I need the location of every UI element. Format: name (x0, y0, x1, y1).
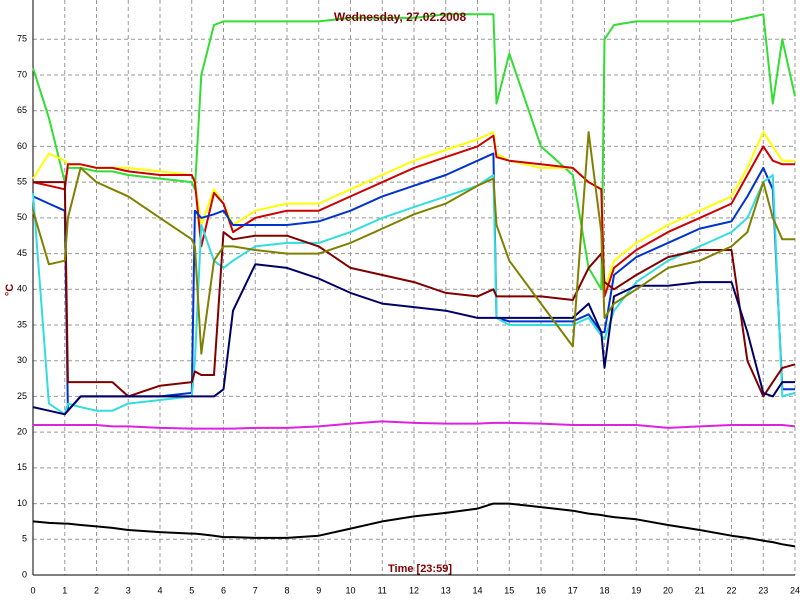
y-tick-label: 10 (17, 498, 27, 508)
series-line (32, 502, 796, 548)
y-axis-title: °C (4, 284, 16, 296)
x-tick-label: 15 (504, 585, 514, 595)
x-tick-label: 14 (472, 585, 482, 595)
y-tick-label: 15 (17, 462, 27, 472)
y-tick-label: 0 (22, 569, 27, 579)
y-tick-label: 75 (17, 34, 27, 44)
series-line (33, 181, 796, 398)
y-tick-label: 45 (17, 248, 27, 258)
y-tick-label: 65 (17, 105, 27, 115)
x-tick-label: 3 (126, 585, 131, 595)
y-tick-label: 60 (17, 141, 27, 151)
x-tick-label: 12 (409, 585, 419, 595)
y-tick-label: 30 (17, 355, 27, 365)
x-tick-label: 17 (568, 585, 578, 595)
y-tick-label: 35 (17, 319, 27, 329)
y-tick-label: 5 (22, 534, 27, 544)
x-tick-label: 22 (726, 585, 736, 595)
y-tick-label: 70 (17, 69, 27, 79)
y-tick-label: 50 (17, 212, 27, 222)
x-tick-label: 4 (157, 585, 162, 595)
x-tick-label: 9 (316, 585, 321, 595)
series-line (32, 131, 795, 291)
x-tick-label: 10 (345, 585, 355, 595)
x-tick-label: 8 (284, 585, 289, 595)
x-tick-label: 7 (253, 585, 258, 595)
x-tick-label: 23 (758, 585, 768, 595)
series-line (33, 420, 796, 430)
x-tick-label: 18 (599, 585, 609, 595)
x-axis-title: Time [23:59] (388, 563, 452, 575)
x-tick-label: 20 (663, 585, 673, 595)
y-tick-label: 55 (17, 177, 27, 187)
series-line (32, 13, 796, 291)
x-tick-label: 13 (441, 585, 451, 595)
series-line (32, 263, 795, 416)
series-line (32, 174, 796, 416)
y-tick-label: 25 (17, 391, 27, 401)
x-tick-label: 19 (631, 585, 641, 595)
x-tick-label: 1 (62, 585, 67, 595)
x-tick-label: 0 (30, 585, 35, 595)
series-line (32, 131, 795, 355)
y-tick-label: 20 (17, 427, 27, 437)
x-tick-label: 2 (94, 585, 99, 595)
x-tick-label: 6 (221, 585, 226, 595)
chart-title: Wednesday, 27.02.2008 (334, 10, 467, 24)
x-tick-label: 24 (790, 585, 800, 595)
x-tick-label: 16 (536, 585, 546, 595)
series-line (32, 134, 795, 298)
x-tick-label: 5 (189, 585, 194, 595)
x-tick-label: 21 (695, 585, 705, 595)
y-tick-label: 40 (17, 284, 27, 294)
x-tick-label: 11 (378, 585, 387, 595)
